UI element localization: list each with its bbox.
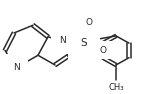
Text: N: N [60,36,66,45]
Text: N: N [13,63,19,72]
Text: S: S [81,38,87,48]
Text: O: O [86,18,93,27]
Text: Br: Br [72,39,82,48]
Text: CH₃: CH₃ [108,83,124,92]
Text: O: O [100,46,107,55]
